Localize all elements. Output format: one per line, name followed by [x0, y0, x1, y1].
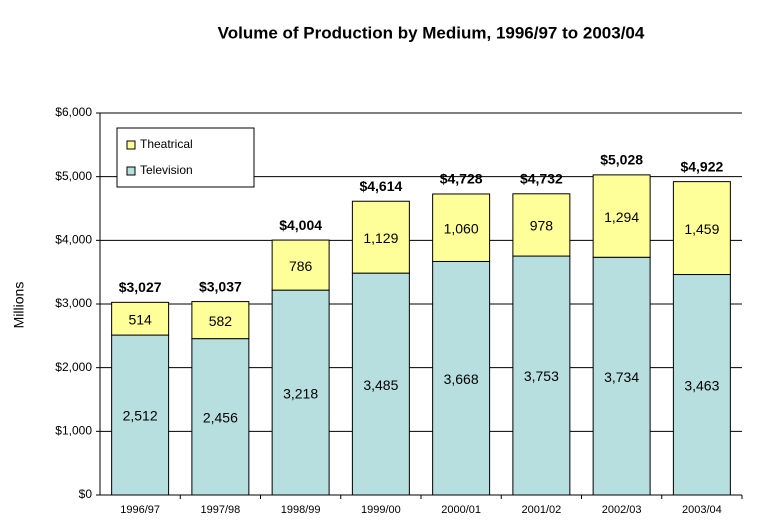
data-label: 1,060 — [444, 220, 479, 236]
total-label: $4,728 — [440, 171, 483, 187]
total-label: $5,028 — [600, 152, 643, 168]
data-label: 3,734 — [604, 369, 639, 385]
legend-label: Television — [140, 163, 193, 177]
y-tick-label: $0 — [79, 487, 93, 501]
data-label: 3,218 — [283, 385, 318, 401]
y-tick-label: $5,000 — [55, 169, 92, 183]
bar-segment — [432, 193, 491, 262]
y-tick-label: $1,000 — [55, 424, 92, 438]
y-tick-label: $2,000 — [55, 360, 92, 374]
total-label: $4,922 — [680, 158, 723, 174]
bar-segment — [351, 272, 410, 496]
chart-title: Volume of Production by Medium, 1996/97 … — [218, 23, 645, 42]
legend-swatch — [126, 140, 136, 150]
x-tick-label: 1998/99 — [281, 504, 321, 516]
bar-segment — [191, 338, 250, 496]
bar-segment — [592, 174, 651, 258]
data-label: 1,294 — [604, 209, 639, 225]
x-tick-label: 1997/98 — [200, 504, 240, 516]
legend-label: Theatrical — [140, 137, 193, 151]
data-label: 514 — [128, 311, 152, 327]
x-tick-label: 2002/03 — [602, 504, 642, 516]
total-label: $4,614 — [359, 178, 402, 194]
data-label: 3,485 — [363, 377, 398, 393]
total-label: $3,027 — [119, 279, 162, 295]
x-tick-label: 1996/97 — [120, 504, 160, 516]
x-tick-label: 1999/00 — [361, 504, 401, 516]
total-label: $3,037 — [199, 278, 242, 294]
data-label: 2,512 — [123, 408, 158, 424]
data-label: 582 — [209, 313, 233, 329]
y-tick-label: $4,000 — [55, 233, 92, 247]
data-label: 2,456 — [203, 410, 238, 426]
data-label: 1,129 — [363, 230, 398, 246]
data-label: 3,753 — [524, 368, 559, 384]
bar-segment — [271, 289, 330, 496]
data-label: 1,459 — [684, 221, 719, 237]
total-label: $4,004 — [279, 217, 322, 233]
x-tick-label: 2001/02 — [521, 504, 561, 516]
y-axis-label: Millions — [11, 282, 27, 329]
data-label: 786 — [289, 258, 313, 274]
legend-box — [116, 127, 255, 188]
total-label: $4,732 — [520, 170, 563, 186]
data-label: 3,463 — [684, 377, 719, 393]
bar-segment — [351, 200, 410, 274]
legend-swatch — [126, 166, 136, 176]
data-label: 978 — [530, 218, 554, 234]
bar-segment — [111, 301, 170, 336]
bar-segment — [512, 193, 571, 257]
bar-segment — [271, 239, 330, 291]
y-tick-label: $3,000 — [55, 296, 92, 310]
bar-segment — [191, 301, 250, 340]
bar-segment — [432, 260, 491, 496]
x-tick-label: 2000/01 — [441, 504, 481, 516]
y-tick-label: $6,000 — [55, 105, 92, 119]
bar-segment — [592, 256, 651, 496]
bar-segment — [672, 181, 731, 276]
x-tick-label: 2003/04 — [682, 504, 722, 516]
data-label: 3,668 — [444, 371, 479, 387]
